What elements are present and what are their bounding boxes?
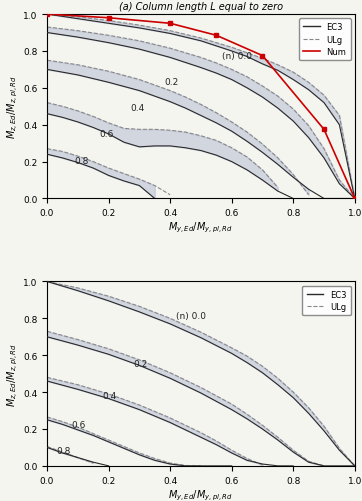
Y-axis label: $M_{z,Ed}/M_{z,pl,Rd}$: $M_{z,Ed}/M_{z,pl,Rd}$: [6, 342, 20, 406]
X-axis label: $M_{y,Ed}/M_{y,pl,Rd}$: $M_{y,Ed}/M_{y,pl,Rd}$: [168, 220, 233, 235]
Title: (a) Column length L equal to zero: (a) Column length L equal to zero: [119, 2, 283, 12]
Legend: EC3, ULg, Num: EC3, ULg, Num: [299, 19, 350, 61]
Text: 0.8: 0.8: [75, 157, 89, 166]
Text: (n) 0.0: (n) 0.0: [222, 52, 252, 61]
X-axis label: $M_{y,Ed}/M_{y,pl,Rd}$: $M_{y,Ed}/M_{y,pl,Rd}$: [168, 487, 233, 501]
Text: 0.2: 0.2: [164, 78, 178, 87]
Text: 0.4: 0.4: [130, 104, 144, 113]
Text: 0.6: 0.6: [99, 130, 114, 138]
Legend: EC3, ULg: EC3, ULg: [302, 286, 350, 316]
Text: 0.8: 0.8: [56, 446, 71, 455]
Text: 0.2: 0.2: [133, 360, 147, 369]
Text: 0.4: 0.4: [102, 391, 117, 400]
Text: 0.6: 0.6: [72, 420, 86, 429]
Text: (n) 0.0: (n) 0.0: [176, 312, 206, 321]
Y-axis label: $M_{z,Ed}/M_{z,pl,Rd}$: $M_{z,Ed}/M_{z,pl,Rd}$: [6, 75, 20, 139]
